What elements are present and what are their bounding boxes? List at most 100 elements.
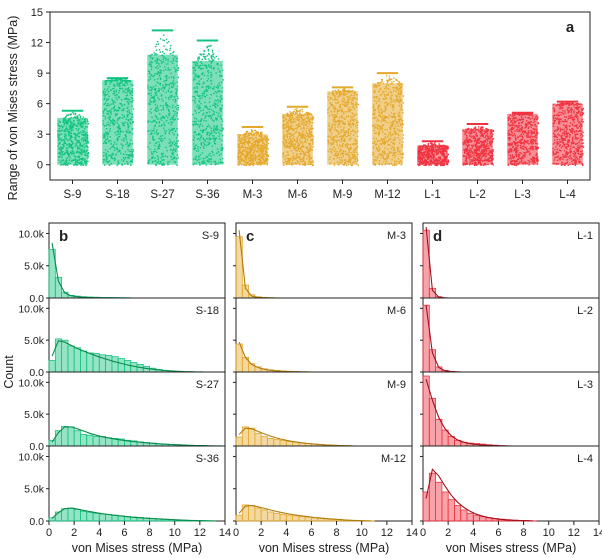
data-point bbox=[443, 164, 445, 166]
data-point bbox=[398, 81, 401, 84]
data-point bbox=[159, 51, 162, 53]
data-point bbox=[294, 112, 297, 114]
data-point bbox=[435, 164, 437, 166]
data-point bbox=[87, 146, 89, 149]
data-point bbox=[296, 108, 298, 110]
data-point bbox=[290, 112, 293, 114]
data-point bbox=[402, 102, 404, 104]
data-point bbox=[203, 49, 205, 52]
data-point bbox=[245, 131, 248, 133]
data-point bbox=[447, 153, 449, 156]
data-point bbox=[388, 80, 390, 82]
data-point bbox=[391, 81, 393, 83]
data-point bbox=[132, 108, 135, 110]
data-point bbox=[208, 53, 210, 56]
data-point bbox=[169, 47, 171, 49]
data-point bbox=[376, 82, 379, 84]
y-tick-label: 0 bbox=[37, 160, 43, 172]
data-point bbox=[72, 113, 75, 115]
data-point bbox=[402, 123, 404, 126]
x-tick-label-M-3: M-3 bbox=[243, 189, 263, 201]
data-point bbox=[433, 143, 436, 145]
data-point bbox=[177, 76, 179, 79]
data-point bbox=[85, 164, 87, 166]
data-point bbox=[172, 51, 175, 53]
data-point bbox=[222, 128, 224, 130]
data-point bbox=[428, 164, 430, 166]
y-tick-label: 9 bbox=[37, 68, 43, 80]
data-point bbox=[166, 49, 168, 51]
data-point bbox=[222, 79, 224, 81]
data-point bbox=[197, 59, 199, 61]
data-point bbox=[162, 39, 164, 41]
data-point bbox=[296, 112, 298, 115]
data-point bbox=[76, 116, 78, 118]
data-point bbox=[244, 164, 246, 166]
data-point bbox=[206, 55, 209, 57]
x-tick-label-M-12: M-12 bbox=[374, 189, 400, 201]
data-point bbox=[334, 89, 336, 92]
data-point bbox=[200, 53, 202, 55]
strip-density-S-27 bbox=[147, 54, 178, 165]
data-point bbox=[153, 52, 155, 54]
data-point bbox=[205, 58, 207, 60]
data-point bbox=[392, 164, 394, 166]
data-point bbox=[342, 164, 345, 166]
data-point bbox=[348, 90, 350, 93]
data-point bbox=[256, 133, 258, 135]
data-point bbox=[482, 127, 484, 129]
strip-M-6 bbox=[282, 105, 315, 167]
data-point bbox=[132, 99, 134, 102]
x-tick-label-L-1: L-1 bbox=[424, 189, 441, 201]
data-point bbox=[162, 51, 164, 53]
data-point bbox=[198, 56, 200, 58]
data-point bbox=[440, 164, 442, 167]
data-point bbox=[211, 49, 214, 52]
data-point bbox=[177, 97, 179, 100]
data-point bbox=[304, 164, 306, 166]
strip-density-S-18 bbox=[102, 80, 133, 165]
data-point bbox=[165, 48, 167, 50]
data-point bbox=[441, 164, 443, 166]
data-point bbox=[343, 90, 345, 92]
data-point bbox=[67, 114, 69, 116]
data-point bbox=[473, 164, 476, 167]
data-point bbox=[267, 148, 269, 150]
data-point bbox=[203, 56, 206, 58]
data-point bbox=[208, 52, 210, 55]
data-point bbox=[352, 90, 354, 92]
data-point bbox=[486, 128, 488, 130]
data-point bbox=[301, 108, 303, 111]
data-point bbox=[197, 56, 199, 59]
data-point bbox=[245, 132, 248, 134]
data-point bbox=[259, 132, 262, 134]
data-point bbox=[210, 44, 212, 47]
data-point bbox=[402, 137, 404, 139]
data-point bbox=[74, 115, 76, 118]
data-point bbox=[386, 79, 388, 81]
data-point bbox=[253, 133, 255, 135]
x-tick-label-S-18: S-18 bbox=[105, 189, 129, 201]
data-point bbox=[172, 52, 174, 54]
data-point bbox=[430, 142, 432, 145]
data-point bbox=[157, 43, 160, 45]
data-point bbox=[395, 164, 398, 166]
data-point bbox=[388, 75, 391, 77]
data-point bbox=[357, 130, 359, 132]
data-point bbox=[170, 45, 172, 47]
data-point bbox=[208, 58, 210, 60]
data-point bbox=[312, 161, 314, 164]
data-point bbox=[289, 111, 291, 113]
strip-S-9 bbox=[57, 109, 90, 166]
data-point bbox=[249, 164, 251, 166]
data-point bbox=[163, 164, 165, 166]
data-point bbox=[170, 53, 172, 55]
data-point bbox=[210, 56, 213, 58]
data-point bbox=[252, 164, 254, 166]
data-point bbox=[254, 129, 256, 132]
data-point bbox=[255, 131, 257, 134]
data-point bbox=[256, 131, 258, 133]
data-point bbox=[155, 49, 158, 51]
data-point bbox=[130, 164, 132, 166]
data-point bbox=[348, 89, 350, 91]
